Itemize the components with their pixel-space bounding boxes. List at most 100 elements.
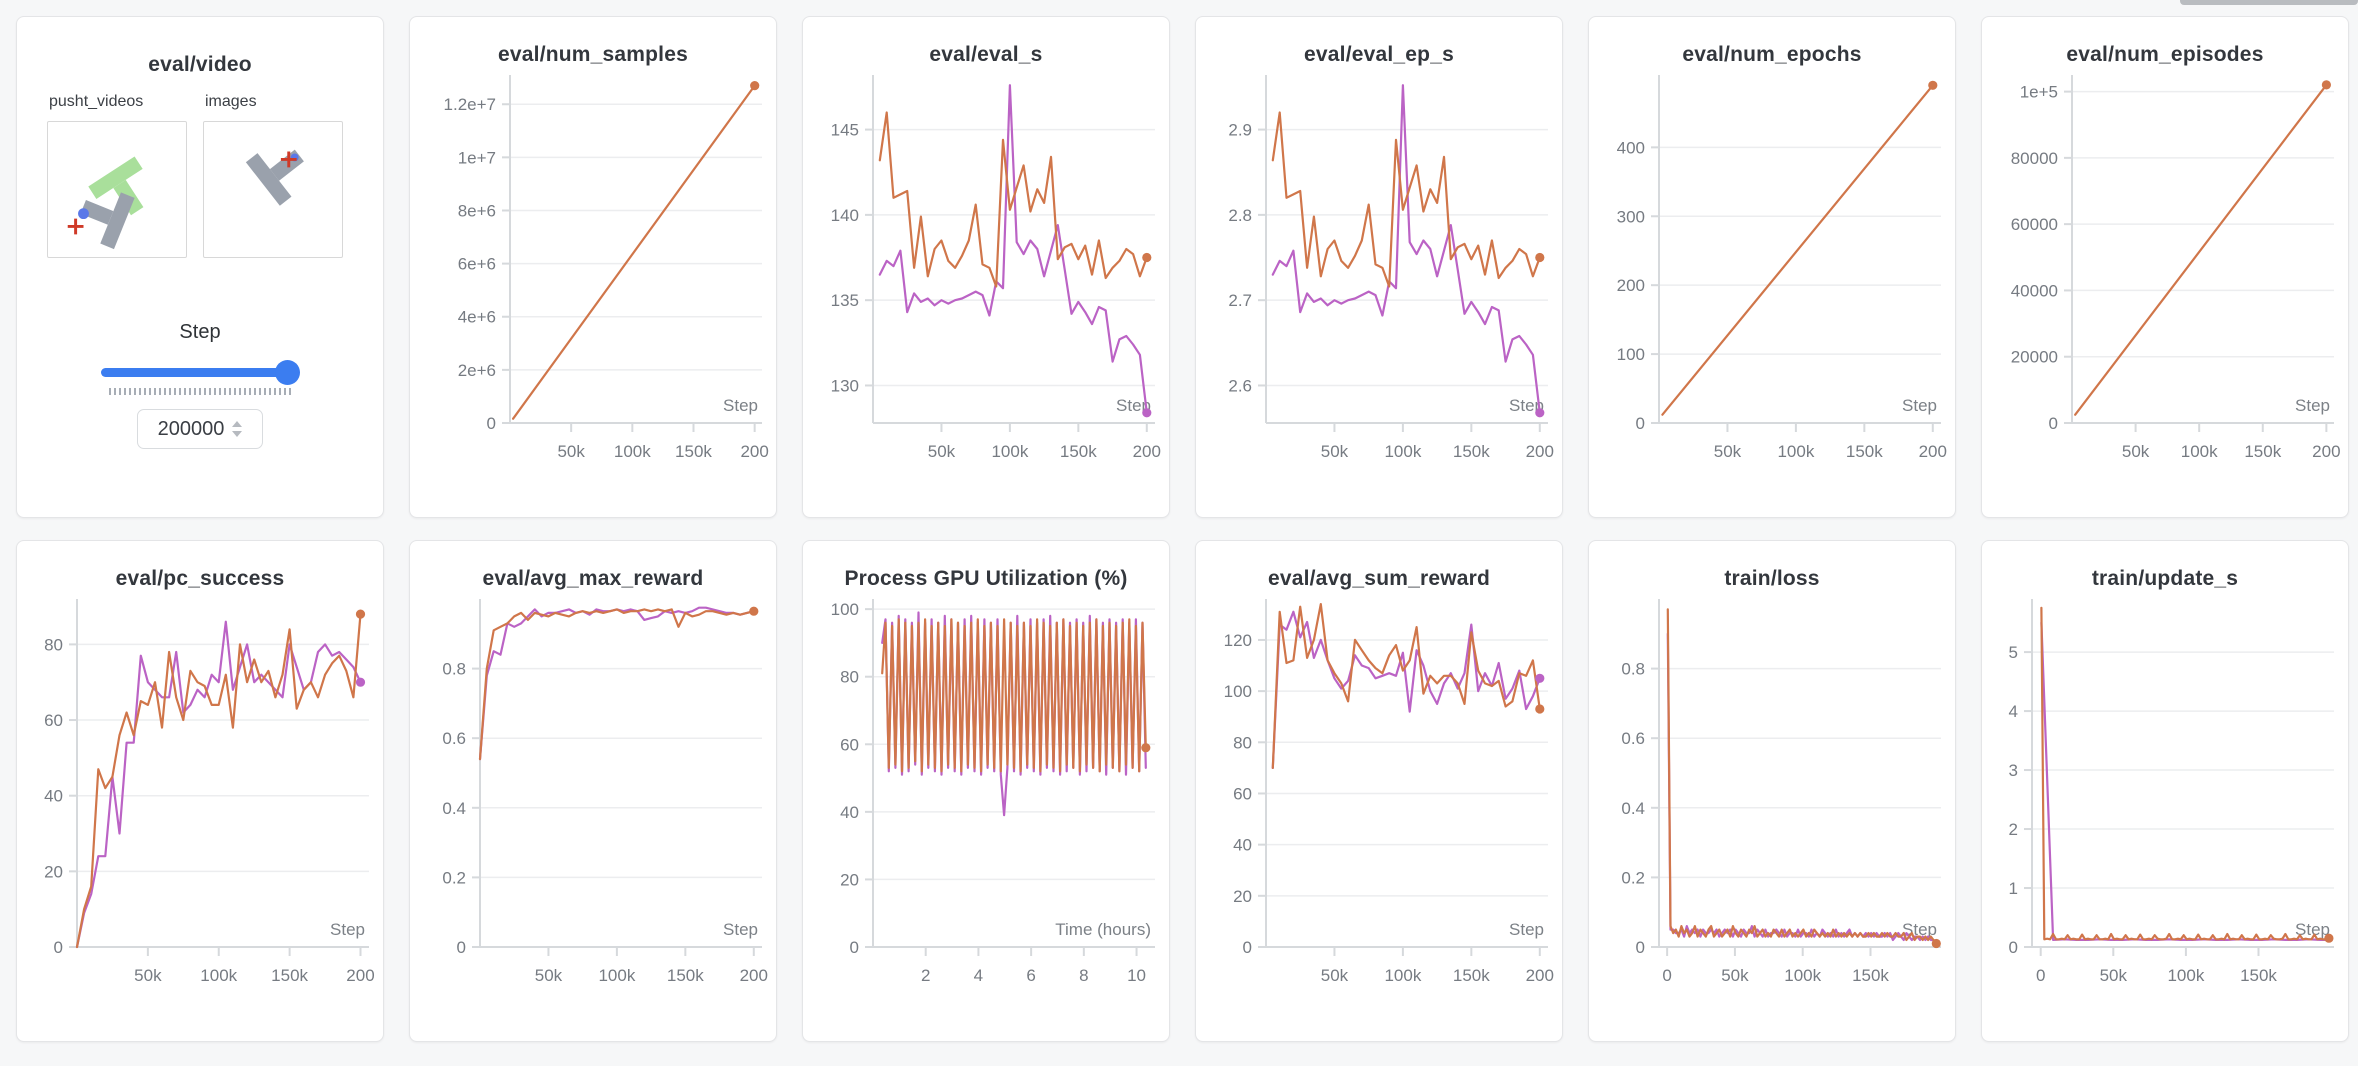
step-value[interactable]: 200000 [157,417,225,440]
x-tick-label: 50k [928,442,956,461]
chart-plot: 0 100 200 300 400 50k 100k 150k 200 Step [1617,75,1947,461]
step-value-input[interactable]: 200000 [137,409,263,449]
chart-panel[interactable]: eval/eval_ep_s 2.6 2.7 2.8 2.9 50k 100k 150k 200… [1195,16,1563,518]
series-end-dot-purple [1142,408,1152,418]
series-end-dot-orange [1142,252,1152,263]
chart-plot: 0 20 40 60 80 100 2 4 6 8 10 Time (hours) [831,599,1155,985]
chart-panel[interactable]: eval/avg_max_reward 0 0.2 0.4 0.6 0.8 50k 100k 1… [409,540,777,1042]
y-tick-label: 20 [840,870,859,889]
chart-plot: 2.6 2.7 2.8 2.9 50k 100k 150k 200 Step [1228,75,1554,461]
x-axis-label: Step [2295,396,2330,415]
series-line-orange [2074,83,2328,416]
x-tick-label: 100k [1784,966,1821,985]
spinner-up-icon[interactable] [232,421,243,427]
goal-cross [67,218,84,235]
agent-dot [78,208,89,220]
slider-knob[interactable] [275,360,300,385]
y-tick-label: 130 [831,376,859,395]
x-tick-label: 100k [991,442,1028,461]
y-tick-label: 3 [2009,761,2018,780]
x-axis-label: Step [723,920,758,939]
series-line-orange [2040,606,2330,941]
y-tick-label: 0.6 [1621,729,1645,748]
y-tick-label: 100 [831,600,859,619]
x-tick-label: 150k [271,966,308,985]
media-panel-eval-video[interactable]: eval/video pusht_videos [16,16,384,518]
x-tick-label: 6 [1026,966,1035,985]
y-tick-label: 0.4 [1621,799,1645,818]
gray-t-block [80,192,135,250]
chart-panel[interactable]: train/loss 0 0.2 0.4 0.6 0.8 0 50k 100k 150k Step [1588,540,1956,1042]
series-line-purple [878,84,1148,414]
stepper-spinner[interactable] [232,421,243,437]
chart-panel[interactable]: eval/eval_s 130 135 140 145 50k 100k 150k 200 Ste… [802,16,1170,518]
chart-title: eval/num_episodes [2066,43,2264,66]
chart-panel[interactable]: eval/num_episodes 0 20000 40000 60000 80000 1e… [1981,16,2349,518]
x-axis-label: Step [1509,920,1544,939]
y-tick-label: 0 [457,938,466,957]
x-tick-label: 50k [134,966,162,985]
x-tick-label: 150k [1846,442,1883,461]
x-axis-label: Step [1902,396,1937,415]
series-end-dot-orange [1931,938,1941,949]
series-line-orange [1271,111,1541,288]
y-tick-label: 2e+6 [458,361,496,380]
chart-panel[interactable]: train/update_s 0 1 2 3 4 5 0 50k 100k 150k Step [1981,540,2349,1042]
y-tick-label: 60 [44,711,63,730]
y-tick-label: 0.2 [442,868,466,887]
chart-title: train/update_s [2091,567,2239,590]
panel-grid: eval/video pusht_videos [16,16,2349,1042]
images-thumbnail[interactable] [203,121,343,258]
x-tick-label: 150k [2240,966,2277,985]
spinner-down-icon[interactable] [232,431,243,437]
slider-track[interactable] [101,368,299,377]
step-slider[interactable] [101,360,300,386]
chart-panel[interactable]: eval/pc_success 0 20 40 60 80 50k 100k 150k 200 St… [16,540,384,1042]
y-tick-label: 0.6 [442,729,466,748]
y-tick-label: 1e+7 [458,148,496,167]
x-tick-label: 100k [2167,966,2204,985]
chart-panel[interactable]: eval/num_epochs 0 100 200 300 400 50k 100k 150k 2… [1588,16,1956,518]
series-end-dot-orange [749,606,759,616]
x-tick-label: 100k [1777,442,1814,461]
y-tick-label: 2.7 [1228,291,1252,310]
y-tick-label: 0 [850,938,859,957]
chart-title: eval/avg_max_reward [482,567,704,590]
x-tick-label: 150k [675,442,712,461]
x-tick-label: 50k [1321,442,1349,461]
y-tick-label: 0 [1636,938,1645,957]
series-line-purple [881,611,1147,817]
chart-title: train/loss [1724,567,1820,590]
series-end-dot-purple [355,677,366,687]
media-item-pusht-videos[interactable]: pusht_videos [47,93,187,263]
media-item-images[interactable]: images [203,93,343,263]
x-tick-label: 200 [1526,442,1554,461]
y-tick-label: 0.8 [1621,660,1645,679]
series-line-purple [2040,621,2333,941]
y-tick-label: 20000 [2011,348,2058,367]
y-tick-label: 5 [2009,643,2018,662]
x-tick-label: 100k [1384,442,1421,461]
scrollbar-thumb[interactable] [2180,0,2358,5]
y-tick-label: 100 [1617,345,1645,364]
series-end-dot-orange [1535,252,1545,263]
y-tick-label: 0.2 [1621,868,1645,887]
y-tick-label: 8e+6 [458,201,496,220]
y-tick-label: 135 [831,291,859,310]
x-axis-label: Step [723,396,758,415]
x-axis-label: Step [1509,396,1544,415]
y-tick-label: 1 [2009,879,2018,898]
y-tick-label: 6e+6 [458,255,496,274]
chart-panel[interactable]: eval/num_samples 0 2e+6 4e+6 6e+6 8e+6 1e+7 1.2… [409,16,777,518]
chart-plot: 130 135 140 145 50k 100k 150k 200 Step [831,75,1161,461]
x-axis-label: Step [2295,920,2330,939]
x-axis-label: Time (hours) [1055,920,1151,939]
pusht-video-thumbnail[interactable] [47,121,187,258]
y-tick-label: 80 [840,668,859,687]
chart-plot: 0 20000 40000 60000 80000 1e+5 50k 100k 150k 200 S… [2011,75,2341,461]
x-tick-label: 0 [1662,966,1671,985]
y-tick-label: 2 [2009,820,2018,839]
y-tick-label: 4 [2009,702,2018,721]
chart-panel[interactable]: Process GPU Utilization (%) 0 20 40 60 80 100 2… [802,540,1170,1042]
chart-panel[interactable]: eval/avg_sum_reward 0 20 40 60 80 100 120 50k 100… [1195,540,1563,1042]
